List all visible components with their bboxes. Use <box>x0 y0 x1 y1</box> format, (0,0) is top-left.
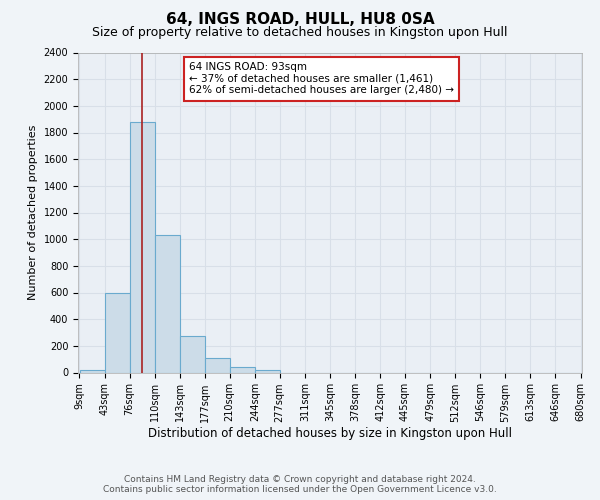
Bar <box>80 370 104 372</box>
Bar <box>155 235 180 372</box>
Bar <box>130 122 155 372</box>
Text: Size of property relative to detached houses in Kingston upon Hull: Size of property relative to detached ho… <box>92 26 508 39</box>
Bar <box>230 366 255 372</box>
Text: 64, INGS ROAD, HULL, HU8 0SA: 64, INGS ROAD, HULL, HU8 0SA <box>166 12 434 28</box>
Bar <box>205 358 230 372</box>
Bar <box>105 292 130 372</box>
Bar <box>180 336 205 372</box>
Y-axis label: Number of detached properties: Number of detached properties <box>28 125 38 300</box>
X-axis label: Distribution of detached houses by size in Kingston upon Hull: Distribution of detached houses by size … <box>148 428 512 440</box>
Text: Contains HM Land Registry data © Crown copyright and database right 2024.
Contai: Contains HM Land Registry data © Crown c… <box>103 474 497 494</box>
Bar <box>255 370 280 372</box>
Text: 64 INGS ROAD: 93sqm
← 37% of detached houses are smaller (1,461)
62% of semi-det: 64 INGS ROAD: 93sqm ← 37% of detached ho… <box>189 62 454 96</box>
